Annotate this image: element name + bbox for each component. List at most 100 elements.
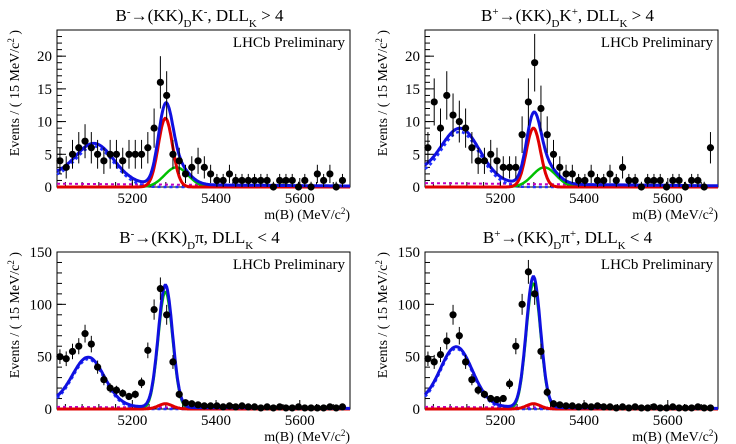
x-tick-label: 5600 xyxy=(285,413,315,429)
data-point xyxy=(694,176,702,185)
lhcb-badge: LHCb Preliminary xyxy=(601,35,714,51)
title-text: < 4 xyxy=(253,228,280,247)
title-text: > 4 xyxy=(257,6,284,25)
x-tick-label: 5600 xyxy=(653,413,683,429)
data-point xyxy=(505,380,514,388)
data-point xyxy=(493,157,501,165)
title-subscript: K xyxy=(619,18,627,30)
data-point xyxy=(163,311,171,319)
y-tick-label: 5 xyxy=(413,147,421,163)
data-point xyxy=(518,300,526,308)
y-tick-label: 0 xyxy=(413,402,421,418)
data-point xyxy=(194,157,202,165)
data-point xyxy=(301,176,309,185)
data-point xyxy=(225,402,234,410)
y-label-superscript: 2 xyxy=(374,260,384,265)
title-superscript: + xyxy=(572,6,578,18)
y-label-text: Events / ( 15 MeV/c xyxy=(376,43,391,157)
data-point xyxy=(436,350,445,359)
y-label-text: ) xyxy=(8,30,23,39)
x-axis-label: m(B) (MeV/c2) xyxy=(632,206,718,223)
y-label-text: Events / ( 15 MeV/c xyxy=(376,265,391,379)
data-point xyxy=(294,403,303,411)
data-point xyxy=(163,91,171,100)
title-subscript: D xyxy=(183,18,191,30)
data-point xyxy=(700,183,708,191)
data-point xyxy=(694,403,702,411)
data-point xyxy=(543,388,551,396)
data-point xyxy=(269,183,278,191)
x-tick-label: 5600 xyxy=(653,191,683,207)
data-point xyxy=(238,176,246,185)
data-point xyxy=(662,404,671,412)
plot-frame xyxy=(424,251,719,410)
data-point xyxy=(144,144,152,152)
data-point xyxy=(487,394,495,403)
panel-bottom-left: B-→(KK)Dπ, DLLK < 4 0 50 100 150 5200 5400 5600… xyxy=(6,228,351,444)
data-point xyxy=(125,150,133,158)
y-tick-label: 0 xyxy=(45,180,53,196)
data-point xyxy=(87,340,95,348)
data-point xyxy=(313,404,321,412)
title-superscript: - xyxy=(131,228,135,240)
data-point xyxy=(106,150,114,158)
data-point xyxy=(556,163,564,171)
data-point xyxy=(320,176,328,185)
y-tick-label: 150 xyxy=(398,245,421,261)
data-point xyxy=(468,376,476,384)
data-point xyxy=(430,98,438,106)
data-point xyxy=(543,131,551,139)
data-point xyxy=(119,389,127,397)
y-tick-label: 100 xyxy=(30,297,53,313)
data-point xyxy=(131,150,139,158)
data-point xyxy=(250,403,259,411)
data-point xyxy=(207,170,215,178)
data-point xyxy=(219,176,227,185)
data-point xyxy=(301,404,309,412)
data-point xyxy=(618,403,627,411)
x-label-superscript: 2 xyxy=(709,206,714,216)
title-text: , DLL xyxy=(204,228,246,247)
data-point xyxy=(443,91,451,100)
x-tick-label: 5400 xyxy=(569,413,599,429)
misid-curve xyxy=(425,282,718,411)
data-point xyxy=(424,355,432,363)
x-axis-label: m(B) (MeV/c2) xyxy=(632,428,718,444)
data-point xyxy=(169,150,177,158)
data-point xyxy=(150,124,158,132)
data-point xyxy=(549,150,558,158)
data-point xyxy=(320,404,328,412)
data-point xyxy=(307,404,315,412)
data-point xyxy=(326,170,334,178)
data-point xyxy=(62,163,70,171)
y-axis-label: Events / ( 15 MeV/c2 ) xyxy=(6,30,23,157)
partreco-curve xyxy=(56,145,350,189)
data-point xyxy=(688,404,696,412)
data-point xyxy=(200,163,208,171)
y-tick-label: 10 xyxy=(37,115,52,131)
data-point xyxy=(575,176,583,185)
data-point xyxy=(706,404,715,412)
panel-title: B+→(KK)DK+, DLLK > 4 xyxy=(481,6,654,30)
data-point xyxy=(505,163,514,171)
data-point xyxy=(531,290,539,298)
data-point xyxy=(462,124,470,132)
data-point xyxy=(282,176,290,185)
data-point xyxy=(81,330,89,338)
data-point xyxy=(75,342,83,350)
misid-curve xyxy=(57,290,350,411)
data-point xyxy=(62,355,70,363)
data-point xyxy=(175,157,183,165)
data-point xyxy=(200,402,208,410)
x-tick-label: 5400 xyxy=(569,191,599,207)
title-text: B xyxy=(481,6,492,25)
data-point xyxy=(307,183,315,191)
x-tick-label: 5200 xyxy=(117,191,147,207)
data-point xyxy=(68,150,77,158)
x-label-superscript: 2 xyxy=(709,428,714,438)
data-point xyxy=(681,183,689,191)
y-tick-label: 150 xyxy=(30,245,53,261)
